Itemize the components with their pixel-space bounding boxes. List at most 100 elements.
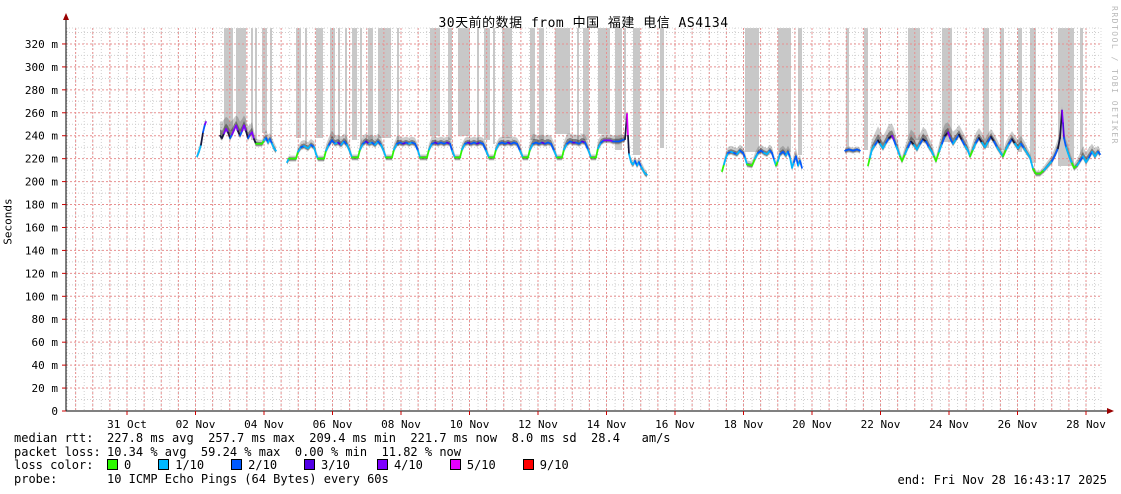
no-data-band bbox=[1000, 28, 1004, 150]
median-rtt-trace bbox=[869, 148, 873, 159]
no-data-band bbox=[296, 28, 301, 138]
median-rtt-trace bbox=[1085, 156, 1090, 163]
no-data-band bbox=[798, 28, 802, 155]
x-tick-label: 12 Nov bbox=[518, 418, 558, 431]
smoke-band bbox=[287, 110, 647, 178]
x-tick-label: 02 Nov bbox=[176, 418, 216, 431]
x-tick-label: 20 Nov bbox=[792, 418, 832, 431]
y-tick-label: 220 m bbox=[25, 153, 58, 166]
median-rtt-trace bbox=[325, 144, 330, 152]
loss-color-swatch bbox=[522, 459, 534, 470]
median-rtt-trace bbox=[746, 163, 753, 167]
x-tick-label: 26 Nov bbox=[998, 418, 1038, 431]
median-rtt-trace bbox=[777, 153, 781, 162]
median-rtt-trace bbox=[359, 142, 364, 151]
no-data-band bbox=[864, 28, 868, 150]
median-rtt-trace bbox=[595, 147, 599, 159]
median-rtt-trace bbox=[1026, 152, 1031, 159]
median-rtt-trace bbox=[978, 137, 983, 144]
median-rtt-trace bbox=[885, 137, 890, 144]
median-rtt-trace bbox=[1094, 150, 1099, 158]
median-rtt-trace bbox=[744, 156, 748, 166]
no-data-band bbox=[942, 28, 952, 142]
no-data-band bbox=[1080, 28, 1083, 155]
median-rtt-trace bbox=[349, 150, 353, 159]
y-tick-label: 240 m bbox=[25, 130, 58, 143]
median-rtt-trace bbox=[644, 172, 648, 176]
no-data-band bbox=[330, 28, 335, 138]
median-rtt-trace bbox=[901, 153, 906, 162]
median-rtt-trace bbox=[1062, 122, 1065, 139]
median-rtt-trace bbox=[297, 146, 302, 153]
median-rtt-trace bbox=[925, 140, 930, 149]
median-rtt-trace bbox=[393, 142, 398, 151]
median-rtt-trace bbox=[1039, 169, 1045, 175]
loss-color-swatch bbox=[376, 459, 388, 470]
median-rtt-trace bbox=[391, 148, 395, 159]
median-rtt-trace bbox=[1065, 146, 1069, 154]
no-data-band bbox=[577, 28, 579, 144]
loss-color-swatch-label: 4/10 bbox=[393, 458, 423, 472]
no-data-band bbox=[352, 28, 357, 140]
median-rtt-trace bbox=[1057, 137, 1061, 150]
median-rtt-trace bbox=[1082, 155, 1087, 163]
no-data-band bbox=[458, 28, 470, 136]
median-rtt-trace bbox=[251, 131, 255, 141]
y-tick-label: 80 m bbox=[32, 313, 59, 326]
median-rtt-trace bbox=[235, 124, 239, 132]
median-rtt-trace bbox=[357, 148, 361, 159]
median-rtt-trace bbox=[485, 149, 490, 159]
median-rtt-trace bbox=[313, 146, 317, 155]
loss-color-swatch bbox=[107, 459, 118, 470]
median-rtt-trace bbox=[952, 138, 957, 145]
y-tick-label: 60 m bbox=[32, 336, 59, 349]
no-data-band bbox=[378, 28, 391, 138]
no-data-band bbox=[615, 28, 622, 150]
no-data-band bbox=[530, 28, 535, 140]
no-data-band bbox=[345, 28, 347, 144]
median-rtt-trace bbox=[451, 149, 456, 159]
no-data-band bbox=[255, 28, 257, 140]
median-rtt-trace bbox=[1076, 160, 1081, 167]
median-rtt-trace bbox=[495, 142, 500, 151]
median-rtt-trace bbox=[1063, 137, 1067, 149]
no-data-band bbox=[633, 28, 640, 155]
x-tick-label: 14 Nov bbox=[587, 418, 627, 431]
y-tick-label: 160 m bbox=[25, 221, 58, 234]
median-rtt-trace bbox=[904, 146, 909, 155]
probe-label: probe: bbox=[14, 472, 58, 486]
no-data-band bbox=[305, 28, 307, 144]
no-data-band bbox=[908, 28, 920, 140]
median-rtt-trace bbox=[799, 160, 803, 169]
median-rtt-trace bbox=[1023, 147, 1028, 154]
median-rtt-trace bbox=[984, 140, 989, 149]
median-rtt-trace bbox=[461, 142, 466, 151]
smoke-band-core bbox=[722, 147, 802, 174]
median-rtt-trace bbox=[587, 148, 592, 159]
median-rtt-trace bbox=[754, 152, 759, 160]
median-rtt-trace bbox=[941, 134, 946, 145]
median-rtt-trace bbox=[245, 130, 249, 139]
no-data-band bbox=[236, 28, 246, 131]
smoke-band-core bbox=[868, 108, 1100, 176]
median-rtt-trace bbox=[417, 149, 421, 159]
x-tick-label: 31 Oct bbox=[107, 418, 147, 431]
median-rtt-trace bbox=[426, 148, 430, 159]
median-rtt-trace bbox=[493, 148, 497, 159]
loss-color-label: loss color: bbox=[14, 458, 94, 472]
graph-title: 30天前的数据 from 中国 福建 电信 AS4134 bbox=[438, 16, 729, 31]
median-rtt-trace bbox=[527, 148, 531, 159]
median-rtt-trace bbox=[459, 148, 463, 159]
median-rtt-trace bbox=[561, 148, 565, 159]
median-rtt-trace bbox=[856, 148, 861, 152]
no-data-band bbox=[598, 28, 610, 134]
no-data-band bbox=[983, 28, 989, 148]
median-rtt-trace bbox=[972, 141, 977, 151]
median-rtt-trace bbox=[428, 142, 433, 151]
loss-color-swatch-label: 5/10 bbox=[466, 458, 496, 472]
median-rtt-trace bbox=[993, 140, 998, 149]
probe-line: probe: 10 ICMP Echo Pings (64 Bytes) ever… bbox=[14, 473, 389, 486]
median-rtt-trace bbox=[1051, 154, 1056, 162]
no-data-band bbox=[778, 28, 791, 152]
